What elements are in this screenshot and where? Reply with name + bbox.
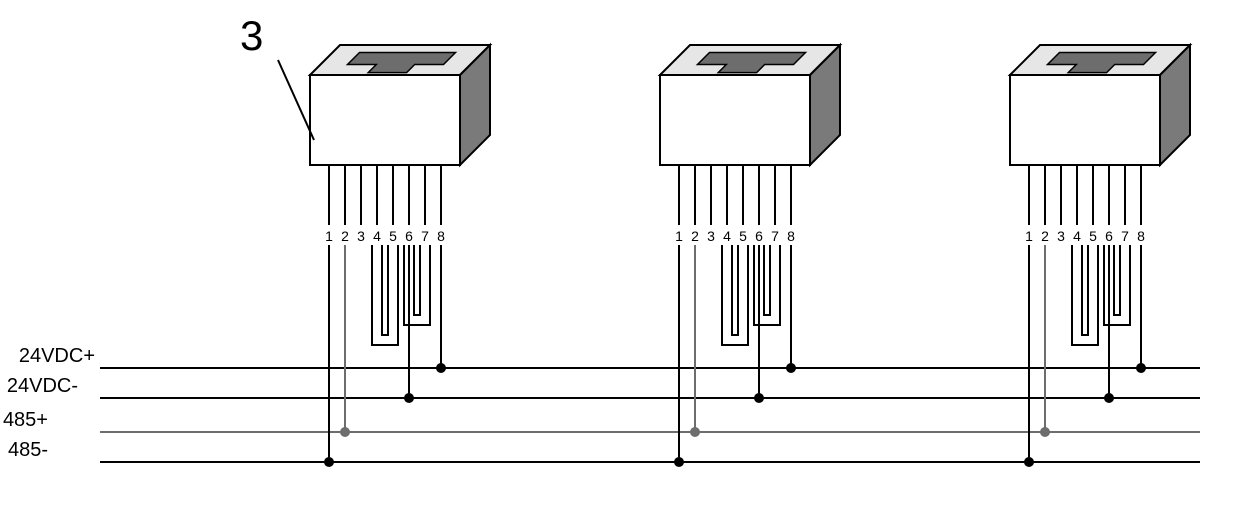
bus-label-24VDC-: 24VDC- (7, 375, 78, 397)
junction-485+ (690, 427, 700, 437)
junction-485- (674, 457, 684, 467)
junction-24VDC+ (1136, 363, 1146, 373)
pin-bridge-inner (1114, 245, 1120, 315)
junction-485- (324, 457, 334, 467)
pin-label-5: 5 (389, 228, 397, 244)
bus-label-485+: 485+ (3, 409, 48, 431)
wiring-diagram: 24VDC+24VDC-485+485-12345678123456781234… (0, 0, 1240, 508)
pin-bridge-inner (414, 245, 420, 315)
connector-front (660, 75, 810, 165)
pin-bridge (1072, 245, 1098, 345)
pin-label-7: 7 (421, 228, 429, 244)
connector-front (1010, 75, 1160, 165)
connector-front (310, 75, 460, 165)
pin-bridge (372, 245, 398, 345)
pin-label-1: 1 (675, 228, 683, 244)
pin-label-6: 6 (1105, 228, 1113, 244)
pin-label-8: 8 (1137, 228, 1145, 244)
junction-24VDC+ (786, 363, 796, 373)
pin-bridge (722, 245, 748, 345)
pin-label-1: 1 (325, 228, 333, 244)
pin-label-5: 5 (1089, 228, 1097, 244)
pin-label-7: 7 (1121, 228, 1129, 244)
pin-bridge (1104, 245, 1130, 325)
pin-bridge (404, 245, 430, 325)
pin-label-4: 4 (1073, 228, 1081, 244)
junction-485+ (1040, 427, 1050, 437)
pin-label-8: 8 (787, 228, 795, 244)
bus-label-485-: 485- (8, 439, 48, 461)
pin-label-2: 2 (1041, 228, 1049, 244)
pin-bridge-inner (732, 245, 738, 335)
pin-label-3: 3 (1057, 228, 1065, 244)
pin-label-1: 1 (1025, 228, 1033, 244)
pin-label-2: 2 (691, 228, 699, 244)
junction-485+ (340, 427, 350, 437)
pin-bridge-inner (382, 245, 388, 335)
pin-label-6: 6 (755, 228, 763, 244)
pin-label-4: 4 (373, 228, 381, 244)
pin-label-4: 4 (723, 228, 731, 244)
pin-label-3: 3 (707, 228, 715, 244)
junction-24VDC- (754, 393, 764, 403)
pin-bridge (754, 245, 780, 325)
junction-485- (1024, 457, 1034, 467)
pin-label-7: 7 (771, 228, 779, 244)
pin-label-6: 6 (405, 228, 413, 244)
pin-label-8: 8 (437, 228, 445, 244)
junction-24VDC- (404, 393, 414, 403)
reference-leader (278, 60, 314, 140)
bus-label-24VDC+: 24VDC+ (19, 345, 95, 367)
reference-label: 3 (240, 12, 263, 59)
junction-24VDC+ (436, 363, 446, 373)
pin-label-3: 3 (357, 228, 365, 244)
pin-bridge-inner (1082, 245, 1088, 335)
pin-bridge-inner (764, 245, 770, 315)
junction-24VDC- (1104, 393, 1114, 403)
pin-label-5: 5 (739, 228, 747, 244)
pin-label-2: 2 (341, 228, 349, 244)
